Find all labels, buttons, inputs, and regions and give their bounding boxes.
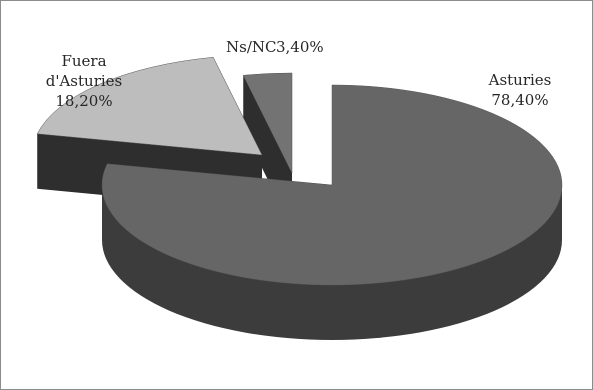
label-nsnc-name: Ns/NC	[226, 38, 276, 56]
label-fuera-pct: 18,20%	[55, 92, 112, 110]
label-nsnc-pct: 3,40%	[276, 38, 324, 56]
label-fuera-name-line2: d'Asturies	[46, 72, 123, 90]
pie-slice	[242, 72, 293, 174]
label-asturies-name: Asturies	[488, 71, 552, 89]
pie-slice	[101, 84, 563, 286]
label-asturies-pct: 78,40%	[491, 91, 548, 109]
label-fuera-name-line1: Fuera	[61, 52, 106, 70]
pie-tops	[36, 57, 563, 286]
slice-rim-0	[102, 185, 562, 340]
pie-slice	[36, 57, 263, 156]
